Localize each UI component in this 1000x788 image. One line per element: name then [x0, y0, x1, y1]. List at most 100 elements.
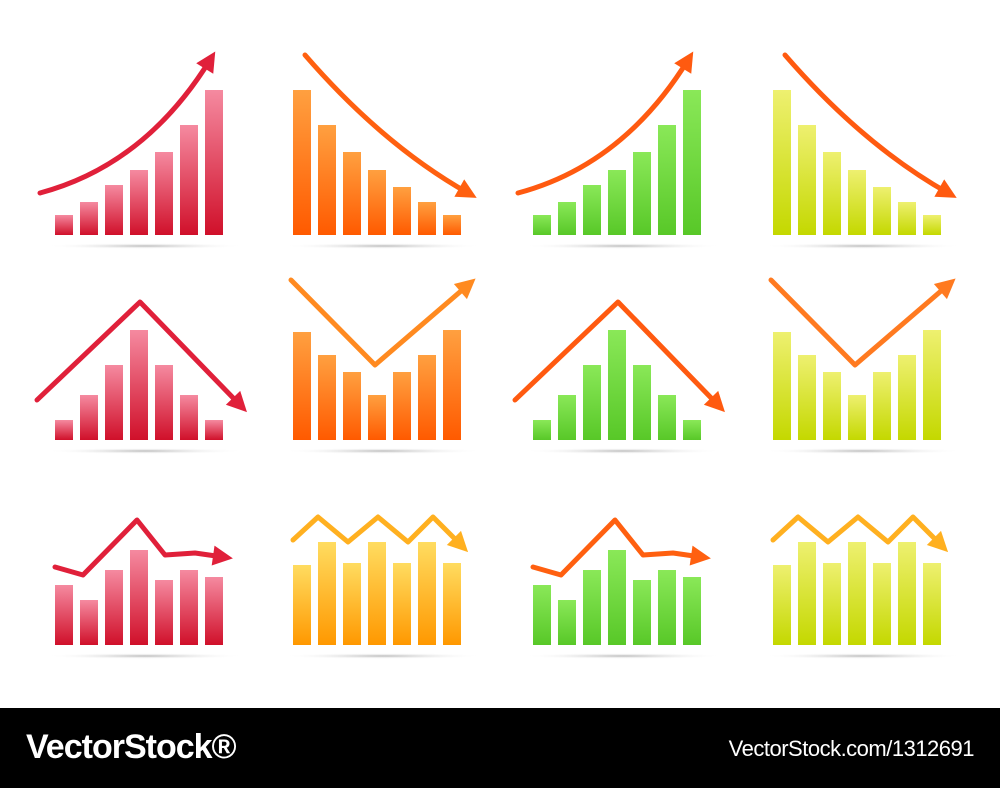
icon-arrow — [515, 57, 691, 196]
icon-bar — [608, 550, 626, 645]
icon-bar — [608, 170, 626, 235]
shadow — [283, 448, 483, 454]
icon-bar — [180, 395, 198, 440]
icon-bar — [558, 202, 576, 235]
icon-bar — [105, 365, 123, 440]
icon-bar — [923, 215, 941, 235]
arrow-head — [454, 179, 477, 198]
icon-bar — [105, 570, 123, 645]
icon-bar — [55, 215, 73, 235]
icon-bar — [293, 332, 311, 440]
shadow — [523, 448, 723, 454]
icon-bar — [180, 570, 198, 645]
icon-bar — [798, 355, 816, 440]
icon-bar — [55, 420, 73, 440]
icon-bar — [898, 202, 916, 235]
shadow — [45, 653, 245, 659]
icon-bar — [923, 563, 941, 645]
icon-bar — [393, 563, 411, 645]
icon-arrow — [34, 299, 243, 408]
arrow-head — [211, 545, 233, 566]
icon-bar — [558, 600, 576, 645]
shadow — [523, 653, 723, 659]
icon-bar — [848, 170, 866, 235]
icon-bar — [443, 330, 461, 440]
shadow — [45, 243, 245, 249]
arrow-head — [689, 545, 711, 566]
icon-bar — [683, 577, 701, 645]
icon-bar — [848, 395, 866, 440]
icon-arrow — [290, 514, 464, 548]
icon-bar — [873, 372, 891, 440]
icon-bar — [343, 372, 361, 440]
icon-bar — [898, 355, 916, 440]
icon-bar — [823, 152, 841, 235]
shadow — [283, 653, 483, 659]
icon-bar — [658, 125, 676, 235]
icon-bar — [293, 565, 311, 645]
icon-bar — [205, 420, 223, 440]
icon-arrow — [52, 517, 226, 578]
arrow-head — [225, 390, 247, 413]
icon-bar — [633, 580, 651, 645]
icon-bar — [583, 365, 601, 440]
icon-bar — [318, 542, 336, 645]
arrow-head — [453, 278, 476, 300]
icon-bar — [80, 600, 98, 645]
arrow-head — [446, 530, 469, 553]
icon-bar — [418, 542, 436, 645]
icon-bar — [658, 570, 676, 645]
icon-bar — [873, 563, 891, 645]
arrow-head — [933, 278, 956, 300]
icon-arrow — [302, 52, 471, 196]
icon-bar — [318, 125, 336, 235]
icon-bar — [558, 395, 576, 440]
icon-arrow — [288, 277, 471, 368]
icon-bar — [130, 550, 148, 645]
shadow — [45, 448, 245, 454]
footer: VectorStock® VectorStock.com/1312691 — [0, 708, 1000, 788]
icon-bar — [105, 185, 123, 235]
icon-bar — [130, 330, 148, 440]
icon-bar — [773, 90, 791, 235]
icon-bar — [443, 215, 461, 235]
icon-bar — [393, 187, 411, 235]
icon-bar — [823, 563, 841, 645]
icon-arrow — [770, 514, 944, 548]
icon-arrow — [530, 517, 704, 578]
icon-bar — [633, 152, 651, 235]
icon-arrow — [512, 299, 721, 408]
icon-bar — [658, 395, 676, 440]
icon-bar — [343, 152, 361, 235]
arrow-head — [196, 51, 216, 74]
icon-bar — [368, 542, 386, 645]
icon-bar — [898, 542, 916, 645]
icon-set — [34, 51, 963, 659]
icon-bar — [798, 542, 816, 645]
icon-bar — [633, 365, 651, 440]
icon-bar — [418, 355, 436, 440]
icon-bar — [823, 372, 841, 440]
icon-bar — [368, 170, 386, 235]
shadow — [763, 653, 963, 659]
icon-arrow — [768, 277, 951, 368]
arrow-head — [934, 179, 957, 198]
icon-bar — [583, 185, 601, 235]
icon-bar — [608, 330, 626, 440]
icon-bar — [683, 90, 701, 235]
icon-bar — [368, 395, 386, 440]
arrow-head — [703, 390, 725, 413]
icon-bar — [293, 90, 311, 235]
icon-bar — [180, 125, 198, 235]
icon-bar — [80, 395, 98, 440]
icon-arrow — [37, 57, 213, 196]
icon-bar — [683, 420, 701, 440]
icon-bar — [55, 585, 73, 645]
icon-bar — [873, 187, 891, 235]
icon-bar — [443, 563, 461, 645]
shadow — [763, 448, 963, 454]
icon-bar — [533, 585, 551, 645]
icon-bar — [848, 542, 866, 645]
logo: VectorStock® — [26, 728, 237, 766]
